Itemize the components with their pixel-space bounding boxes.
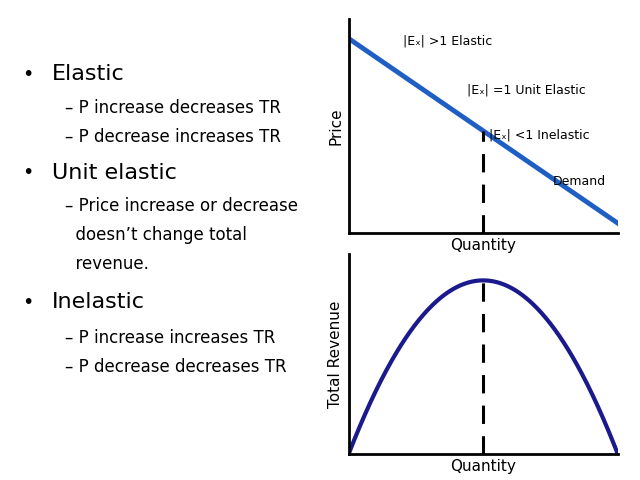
Text: Demand: Demand: [553, 175, 606, 188]
Text: •: •: [22, 65, 34, 84]
X-axis label: Quantity: Quantity: [451, 239, 516, 253]
Text: – P increase increases TR: – P increase increases TR: [65, 329, 275, 348]
Text: |Eₓ| >1 Elastic: |Eₓ| >1 Elastic: [403, 34, 492, 47]
Text: revenue.: revenue.: [65, 255, 148, 273]
Text: – P increase decreases TR: – P increase decreases TR: [65, 99, 281, 117]
Text: |Eₓ| =1 Unit Elastic: |Eₓ| =1 Unit Elastic: [467, 83, 586, 96]
Text: doesn’t change total: doesn’t change total: [65, 226, 247, 244]
Text: •: •: [22, 293, 34, 312]
Text: •: •: [22, 163, 34, 182]
Text: – Price increase or decrease: – Price increase or decrease: [65, 197, 298, 216]
X-axis label: Quantity: Quantity: [451, 459, 516, 474]
Text: |Eₓ| <1 Inelastic: |Eₓ| <1 Inelastic: [488, 128, 589, 141]
Text: – P decrease increases TR: – P decrease increases TR: [65, 128, 281, 146]
Y-axis label: Total Revenue: Total Revenue: [328, 300, 343, 408]
Text: – P decrease decreases TR: – P decrease decreases TR: [65, 358, 287, 376]
Text: Elastic: Elastic: [52, 64, 124, 84]
Y-axis label: Price: Price: [328, 107, 343, 145]
Text: Unit elastic: Unit elastic: [52, 163, 177, 183]
Text: Inelastic: Inelastic: [52, 292, 145, 312]
